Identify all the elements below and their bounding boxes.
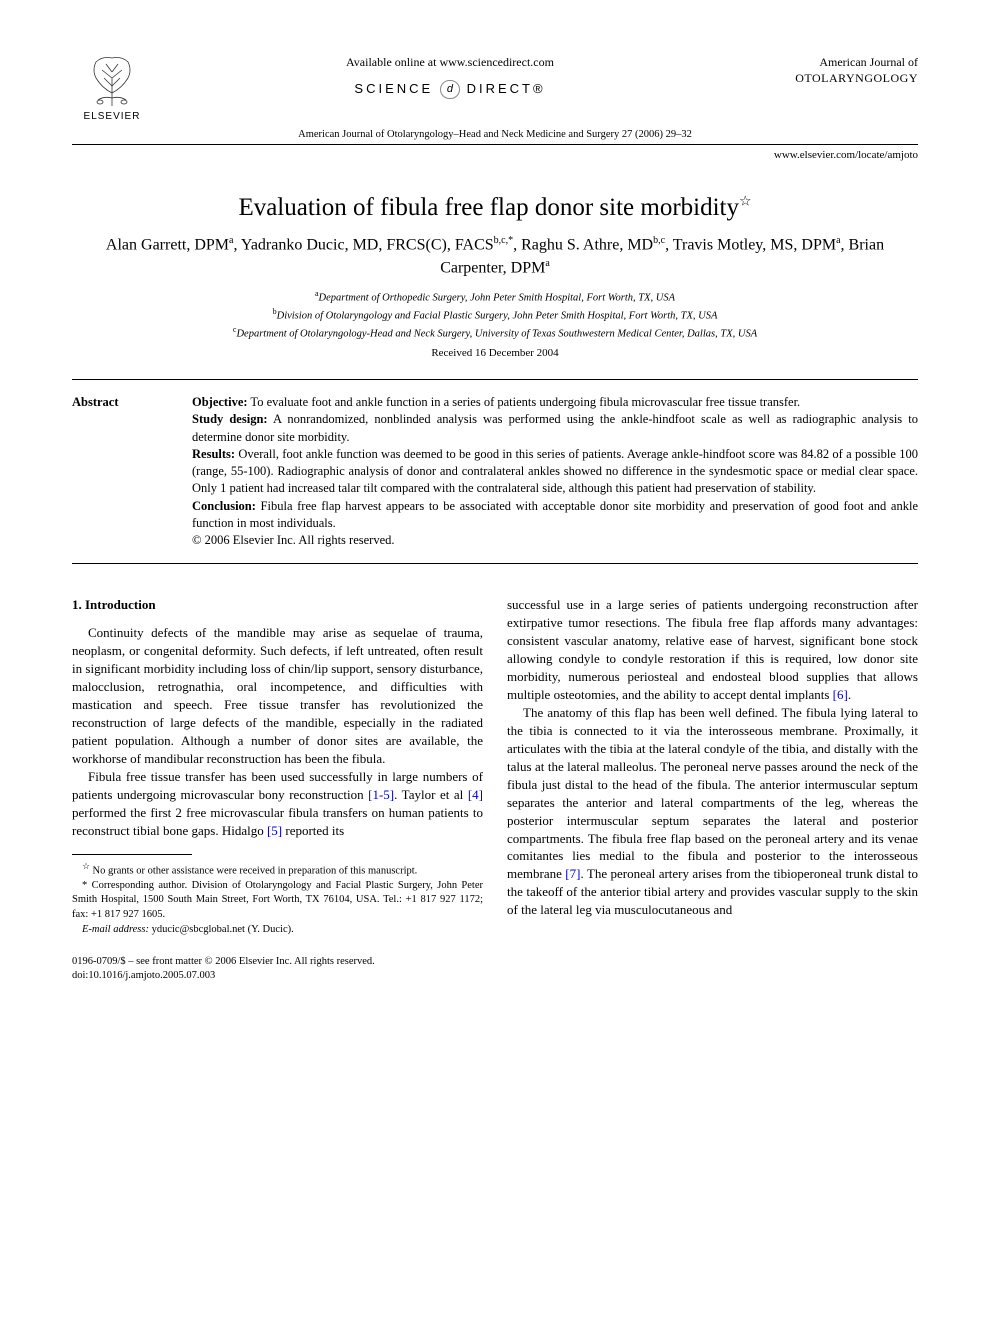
abstract-block: Abstract Objective: To evaluate foot and… xyxy=(72,379,918,564)
abstract-section: Study design: A nonrandomized, nonblinde… xyxy=(192,411,918,446)
abstract-body: Objective: To evaluate foot and ankle fu… xyxy=(192,394,918,549)
section-title: Introduction xyxy=(85,597,156,612)
title-text: Evaluation of fibula free flap donor sit… xyxy=(238,194,739,221)
grant-footnote: ☆ No grants or other assistance were rec… xyxy=(72,861,483,879)
corr-text: Corresponding author. Division of Otolar… xyxy=(72,880,483,919)
citation-line: American Journal of Otolaryngology–Head … xyxy=(72,128,918,142)
affiliation-line: bDivision of Otolaryngology and Facial P… xyxy=(72,306,918,324)
page-header: ELSEVIER Available online at www.science… xyxy=(72,48,918,124)
right-col-continuation: successful use in a large series of pati… xyxy=(507,596,918,704)
reference-link[interactable]: [7] xyxy=(565,866,580,881)
abstract-copyright: © 2006 Elsevier Inc. All rights reserved… xyxy=(192,532,918,549)
section-heading: 1. Introduction xyxy=(72,596,483,614)
abstract-section: Conclusion: Fibula free flap harvest app… xyxy=(192,498,918,533)
grant-text: No grants or other assistance were recei… xyxy=(90,865,417,876)
authors-line: Alan Garrett, DPMa, Yadranko Ducic, MD, … xyxy=(72,234,918,279)
column-right: successful use in a large series of pati… xyxy=(507,596,918,982)
front-matter-line: 0196-0709/$ – see front matter © 2006 El… xyxy=(72,955,483,969)
received-date: Received 16 December 2004 xyxy=(72,346,918,361)
p2-text: reported its xyxy=(282,823,344,838)
sciencedirect-left: SCIENCE xyxy=(354,81,433,96)
journal-name-line1: American Journal of xyxy=(748,54,918,70)
reference-link[interactable]: [5] xyxy=(267,823,282,838)
anatomy-paragraph: The anatomy of this flap has been well d… xyxy=(507,704,918,919)
header-center: Available online at www.sciencedirect.co… xyxy=(152,48,748,111)
footnotes-block: ☆ No grants or other assistance were rec… xyxy=(72,861,483,937)
p2-text: . Taylor et al xyxy=(394,787,468,802)
reference-link[interactable]: [4] xyxy=(468,787,483,802)
email-text: yducic@sbcglobal.net (Y. Ducic). xyxy=(149,924,294,935)
p-text: . xyxy=(848,687,851,702)
abstract-label: Abstract xyxy=(72,394,192,549)
p-text: successful use in a large series of pati… xyxy=(507,597,918,702)
footnote-rule xyxy=(72,854,192,855)
science-direct-logo: SCIENCE d DIRECT® xyxy=(152,80,748,99)
affiliation-line: aDepartment of Orthopedic Surgery, John … xyxy=(72,288,918,306)
reference-link[interactable]: [1-5] xyxy=(368,787,394,802)
sciencedirect-at-icon: d xyxy=(440,80,460,99)
available-online-text: Available online at www.sciencedirect.co… xyxy=(152,54,748,70)
elsevier-tree-icon xyxy=(82,48,142,108)
title-footnote-marker: ☆ xyxy=(739,194,752,209)
header-rule xyxy=(72,144,918,145)
publisher-logo: ELSEVIER xyxy=(72,48,152,124)
journal-name-block: American Journal of OTOLARYNGOLOGY xyxy=(748,48,918,86)
publisher-name: ELSEVIER xyxy=(72,110,152,124)
corresponding-author-footnote: * Corresponding author. Division of Otol… xyxy=(72,879,483,922)
column-left: 1. Introduction Continuity defects of th… xyxy=(72,596,483,982)
section-number: 1. xyxy=(72,597,82,612)
email-footnote: E-mail address: yducic@sbcglobal.net (Y.… xyxy=(72,923,483,937)
abstract-section: Results: Overall, foot ankle function wa… xyxy=(192,446,918,498)
sciencedirect-right: DIRECT® xyxy=(467,81,546,96)
email-label: E-mail address: xyxy=(82,924,149,935)
affiliation-line: cDepartment of Otolaryngology-Head and N… xyxy=(72,324,918,342)
reference-link[interactable]: [6] xyxy=(833,687,848,702)
affiliations-block: aDepartment of Orthopedic Surgery, John … xyxy=(72,288,918,343)
body-columns: 1. Introduction Continuity defects of th… xyxy=(72,596,918,982)
grant-marker: ☆ xyxy=(82,861,90,871)
intro-paragraph-2: Fibula free tissue transfer has been use… xyxy=(72,768,483,840)
article-title: Evaluation of fibula free flap donor sit… xyxy=(72,191,918,225)
footer-block: 0196-0709/$ – see front matter © 2006 El… xyxy=(72,955,483,982)
doi-line: doi:10.1016/j.amjoto.2005.07.003 xyxy=(72,969,483,983)
p-text: The anatomy of this flap has been well d… xyxy=(507,705,918,881)
abstract-section: Objective: To evaluate foot and ankle fu… xyxy=(192,394,918,411)
locate-url: www.elsevier.com/locate/amjoto xyxy=(72,148,918,163)
intro-paragraph-1: Continuity defects of the mandible may a… xyxy=(72,624,483,768)
journal-name-line2: OTOLARYNGOLOGY xyxy=(748,70,918,86)
